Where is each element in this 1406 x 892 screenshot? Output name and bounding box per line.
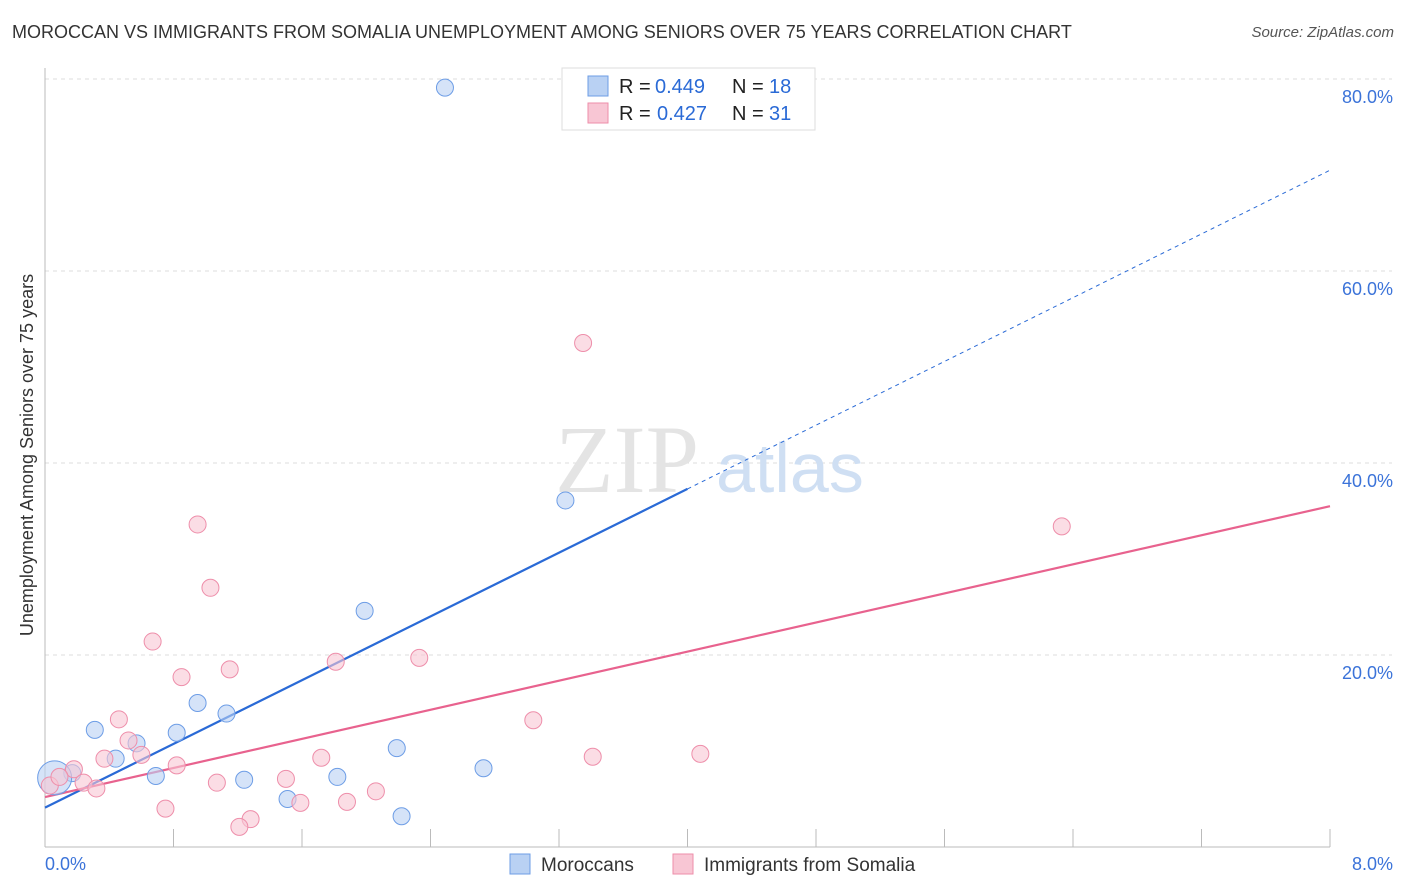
data-point — [188, 694, 207, 712]
data-point — [146, 766, 165, 785]
y-tick-label: 80.0% — [1342, 87, 1393, 107]
trend-line — [44, 505, 1331, 799]
legend-n-label: N = — [732, 103, 764, 125]
data-point — [64, 760, 83, 779]
data-point — [524, 711, 543, 730]
data-point — [583, 747, 602, 766]
data-point — [167, 756, 186, 775]
x-tick-label: 8.0% — [1352, 854, 1393, 874]
source-label: Source: ZipAtlas.com — [1251, 24, 1394, 41]
data-point — [312, 748, 331, 767]
data-point — [1052, 517, 1071, 536]
legend-r-label: R = — [619, 76, 651, 98]
data-point — [50, 767, 69, 786]
data-point — [188, 515, 207, 534]
data-point — [230, 817, 249, 836]
chart-title: MOROCCAN VS IMMIGRANTS FROM SOMALIA UNEM… — [12, 22, 1072, 42]
data-point — [109, 710, 128, 729]
y-tick-label: 40.0% — [1342, 471, 1393, 491]
data-point — [556, 491, 575, 510]
y-tick-label: 20.0% — [1342, 663, 1393, 683]
y-tick-label: 60.0% — [1342, 279, 1393, 299]
trend-line-dashed — [687, 169, 1331, 490]
data-point — [326, 652, 345, 671]
data-point — [201, 578, 220, 597]
legend-swatch-somalia — [587, 102, 609, 124]
data-point — [85, 720, 104, 739]
legend-r-somalia: 0.427 — [657, 103, 707, 125]
data-point — [276, 769, 295, 788]
watermark-zip: ZIP — [555, 406, 699, 513]
data-point — [392, 807, 411, 826]
data-point — [156, 799, 175, 818]
data-point — [217, 704, 236, 723]
bottom-legend: Moroccans Immigrants from Somalia — [509, 853, 916, 876]
data-point — [337, 792, 356, 811]
data-point — [95, 749, 114, 768]
data-point — [328, 767, 347, 786]
data-point — [474, 759, 493, 778]
bottom-legend-swatch-moroccans — [509, 853, 531, 875]
data-point — [167, 723, 186, 742]
x-tick-label: 0.0% — [45, 854, 86, 874]
data-point — [355, 601, 374, 620]
legend-n-moroccans: 18 — [769, 76, 791, 98]
bottom-legend-somalia: Immigrants from Somalia — [704, 855, 916, 876]
data-point — [366, 782, 385, 801]
data-point — [410, 648, 429, 667]
legend-r-moroccans: 0.449 — [655, 76, 705, 98]
legend-n-label: N = — [732, 76, 764, 98]
legend-swatch-moroccans — [587, 75, 609, 97]
legend: R = 0.449 N = 18 R = 0.427 N = 31 — [561, 67, 816, 131]
legend-r-label: R = — [619, 103, 651, 125]
y-axis-label: Unemployment Among Seniors over 75 years — [17, 274, 37, 636]
watermark-atlas: atlas — [716, 429, 864, 507]
data-point — [132, 745, 151, 764]
legend-n-somalia: 31 — [769, 103, 791, 125]
data-point — [220, 660, 239, 679]
trend-line-solid — [44, 487, 688, 809]
data-point — [143, 632, 162, 651]
data-point — [172, 668, 191, 687]
data-point — [435, 78, 454, 97]
data-point — [235, 770, 254, 789]
data-point — [291, 793, 310, 812]
data-point — [207, 773, 226, 792]
bottom-legend-swatch-somalia — [672, 853, 694, 875]
bottom-legend-moroccans: Moroccans — [541, 855, 634, 876]
data-point — [119, 731, 138, 750]
data-point — [87, 779, 106, 798]
data-point — [691, 744, 710, 763]
data-point — [574, 334, 593, 352]
data-point — [387, 739, 406, 758]
